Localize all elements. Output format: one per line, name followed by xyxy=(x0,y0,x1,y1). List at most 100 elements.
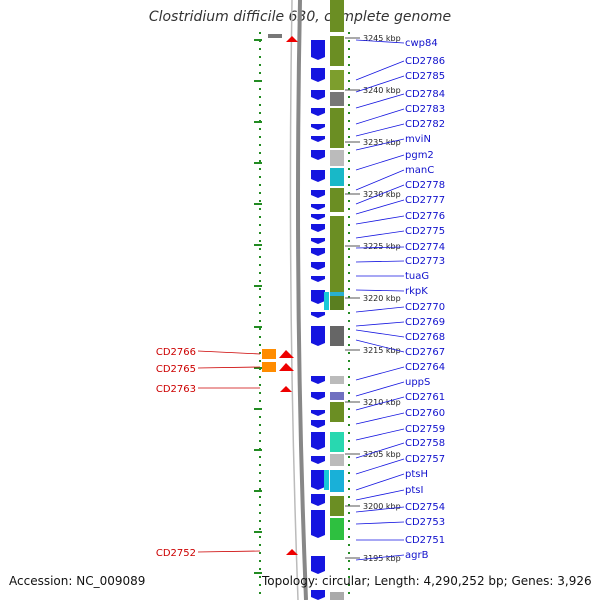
gene-leader-line xyxy=(355,458,405,475)
reverse-leader-line xyxy=(197,350,261,355)
gene-label: CD2786 xyxy=(405,56,445,67)
function-block xyxy=(330,188,344,212)
function-block xyxy=(330,0,344,32)
gene-leader-line xyxy=(355,306,405,313)
gene-label: CD2757 xyxy=(405,454,445,465)
backbone-arc xyxy=(296,0,308,600)
forward-gene-block xyxy=(311,224,325,232)
reverse-gene-marker xyxy=(280,386,292,392)
gene-leader-line xyxy=(355,93,405,109)
forward-gene-block xyxy=(311,456,325,464)
forward-gene-block xyxy=(311,136,325,142)
function-block xyxy=(330,326,344,346)
gene-leader-line xyxy=(355,339,405,353)
kbp-tick-label: 3235 kbp xyxy=(363,138,401,147)
function-strip xyxy=(324,470,329,490)
function-block xyxy=(330,70,344,90)
kbp-tick-label: 3200 kbp xyxy=(363,502,401,511)
reverse-gene-label: CD2763 xyxy=(156,384,196,395)
gene-label: CD2776 xyxy=(405,211,445,222)
function-block xyxy=(330,150,344,166)
forward-gene-block xyxy=(311,262,325,270)
kbp-tick-label: 3205 kbp xyxy=(363,450,401,459)
forward-gene-block xyxy=(311,470,325,490)
function-block xyxy=(330,376,344,384)
reverse-gene-marker xyxy=(286,549,298,555)
gene-leader-line xyxy=(355,428,405,441)
gene-label: pgm2 xyxy=(405,150,434,161)
reverse-gene-marker xyxy=(286,36,298,42)
reverse-gene-label: CD2752 xyxy=(156,548,196,559)
gene-leader-line xyxy=(355,169,405,191)
kbp-tick-label: 3225 kbp xyxy=(363,242,401,251)
forward-gene-block xyxy=(311,494,325,506)
reverse-gene-marker xyxy=(279,363,294,371)
gene-label: cwp84 xyxy=(405,38,438,49)
forward-gene-block xyxy=(311,204,325,210)
function-block xyxy=(330,392,344,400)
reverse-gene-block xyxy=(262,362,276,372)
gene-leader-line xyxy=(355,199,405,215)
forward-gene-block xyxy=(311,124,325,130)
gene-label: CD2769 xyxy=(405,317,445,328)
gene-leader-line xyxy=(355,154,405,171)
gene-label: CD2773 xyxy=(405,256,445,267)
kbp-tick-label: 3195 kbp xyxy=(363,554,401,563)
forward-gene-block xyxy=(311,376,325,384)
forward-gene-block xyxy=(311,150,325,160)
reverse-gene-block xyxy=(262,349,276,359)
gene-label: CD2753 xyxy=(405,517,445,528)
gene-leader-line xyxy=(355,329,405,338)
forward-gene-block xyxy=(311,68,325,82)
gene-label: mviN xyxy=(405,134,431,145)
gene-label: manC xyxy=(405,165,434,176)
gene-leader-line xyxy=(355,412,405,425)
gene-leader-line xyxy=(355,138,405,151)
gene-label: agrB xyxy=(405,550,429,561)
gene-label: CD2754 xyxy=(405,502,445,513)
gene-leader-line xyxy=(355,123,405,137)
forward-gene-block xyxy=(311,90,325,100)
gene-leader-line xyxy=(355,321,405,327)
forward-gene-block xyxy=(311,410,325,416)
forward-gene-block xyxy=(311,214,325,220)
forward-gene-block xyxy=(311,420,325,428)
gene-leader-line xyxy=(355,108,405,125)
gene-label: CD2767 xyxy=(405,347,445,358)
kbp-tick-label: 3210 kbp xyxy=(363,398,401,407)
gene-label: ptsI xyxy=(405,485,423,496)
function-block xyxy=(330,496,344,516)
forward-gene-block xyxy=(311,290,325,304)
kbp-tick-label: 3245 kbp xyxy=(363,34,401,43)
function-block xyxy=(330,216,344,292)
gene-label: CD2764 xyxy=(405,362,445,373)
kbp-tick-label: 3230 kbp xyxy=(363,190,401,199)
forward-gene-block xyxy=(311,510,325,538)
forward-gene-block xyxy=(311,108,325,116)
forward-gene-block xyxy=(311,556,325,574)
function-block xyxy=(330,592,344,600)
gene-label: CD2770 xyxy=(405,302,445,313)
gene-label: CD2768 xyxy=(405,332,445,343)
gene-leader-line xyxy=(355,60,405,81)
forward-gene-block xyxy=(311,170,325,182)
forward-gene-block xyxy=(311,276,325,282)
gene-label: CD2783 xyxy=(405,104,445,115)
gene-leader-line xyxy=(355,473,405,491)
gene-leader-line xyxy=(355,521,405,525)
forward-gene-block xyxy=(311,248,325,256)
function-block xyxy=(330,432,344,452)
backbone-inner-arc xyxy=(289,0,299,600)
gene-leader-line xyxy=(355,442,405,459)
gene-label: CD2775 xyxy=(405,226,445,237)
gene-label: ptsH xyxy=(405,469,428,480)
forward-gene-block xyxy=(311,40,325,60)
function-block xyxy=(330,454,344,466)
gene-label: CD2774 xyxy=(405,242,445,253)
forward-gene-block xyxy=(311,326,325,346)
kbp-tick-label: 3215 kbp xyxy=(363,346,401,355)
reverse-gene-label: CD2766 xyxy=(156,347,196,358)
gene-leader-line xyxy=(355,289,405,292)
function-block xyxy=(330,470,344,492)
